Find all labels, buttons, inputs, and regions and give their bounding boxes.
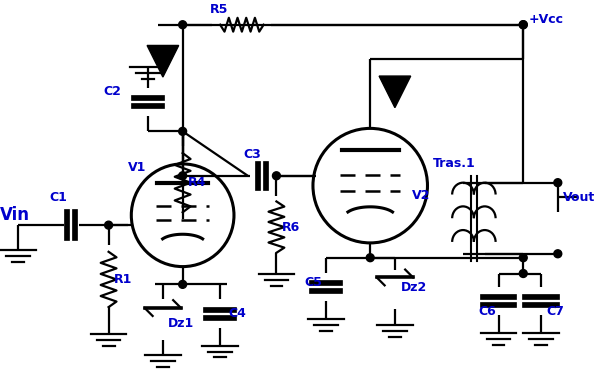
Polygon shape: [147, 45, 179, 77]
Circle shape: [179, 172, 187, 180]
Text: +Vcc: +Vcc: [528, 13, 563, 26]
Text: R6: R6: [283, 221, 301, 233]
Text: Tras.1: Tras.1: [433, 157, 475, 170]
Text: R1: R1: [113, 273, 132, 286]
Circle shape: [366, 254, 374, 262]
Circle shape: [554, 179, 562, 187]
Text: C6: C6: [479, 305, 497, 318]
Text: C4: C4: [228, 308, 246, 321]
Text: Vin: Vin: [0, 206, 30, 224]
Text: C3: C3: [244, 147, 262, 161]
Circle shape: [179, 280, 187, 288]
Text: C2: C2: [104, 85, 122, 98]
Circle shape: [179, 21, 187, 29]
Text: C7: C7: [546, 305, 564, 318]
Circle shape: [519, 270, 527, 278]
Circle shape: [179, 127, 187, 135]
Text: C5: C5: [304, 276, 322, 289]
Circle shape: [554, 250, 562, 258]
Text: C1: C1: [49, 191, 67, 204]
Circle shape: [519, 21, 527, 29]
Circle shape: [519, 254, 527, 262]
Text: Dz1: Dz1: [168, 317, 194, 330]
Circle shape: [104, 221, 113, 229]
Circle shape: [272, 172, 280, 180]
Text: V2: V2: [412, 189, 430, 202]
Text: R4: R4: [188, 176, 206, 189]
Polygon shape: [379, 76, 410, 108]
Text: R5: R5: [210, 3, 229, 17]
Text: Dz2: Dz2: [401, 281, 427, 294]
Text: V1: V1: [128, 161, 147, 174]
Text: Vout: Vout: [563, 191, 595, 204]
Circle shape: [519, 21, 527, 29]
